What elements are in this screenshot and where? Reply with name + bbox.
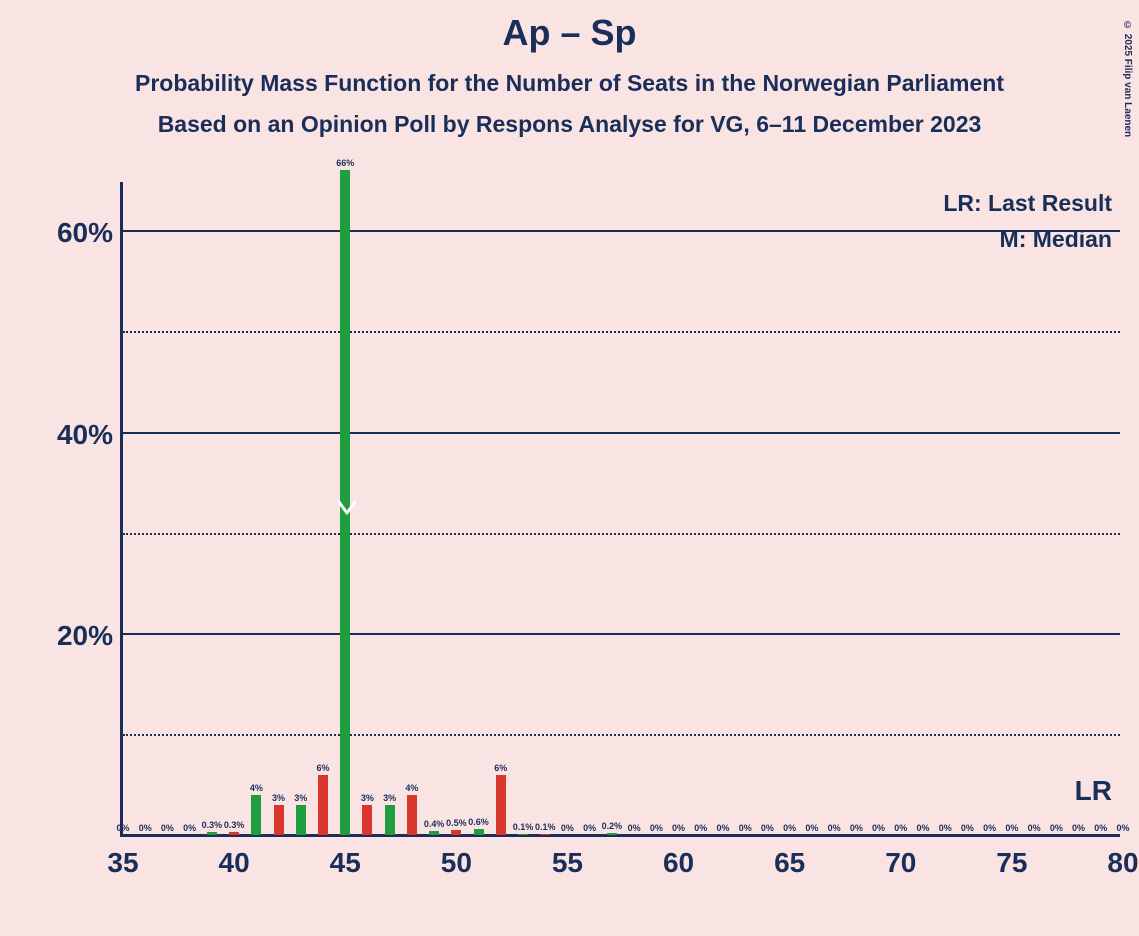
gridline-major bbox=[123, 633, 1120, 635]
bar-value-label: 0% bbox=[739, 823, 752, 835]
plot-area: LR: Last Result M: Median 20%40%60%35404… bbox=[120, 182, 1120, 837]
chart-subtitle-1: Probability Mass Function for the Number… bbox=[0, 70, 1139, 97]
bar-value-label: 0% bbox=[916, 823, 929, 835]
bar-value-label: 0.6% bbox=[468, 817, 489, 829]
chart-title: Ap – Sp bbox=[0, 12, 1139, 54]
bar-value-label: 0% bbox=[1072, 823, 1085, 835]
bar: 0.6% bbox=[474, 829, 484, 835]
bar: 0.1% bbox=[540, 834, 550, 835]
bar-value-label: 0.4% bbox=[424, 819, 445, 831]
bar-value-label: 0% bbox=[983, 823, 996, 835]
bar-value-label: 3% bbox=[361, 793, 374, 805]
bar-value-label: 0% bbox=[1005, 823, 1018, 835]
y-axis-label: 60% bbox=[57, 217, 123, 249]
bar: 66% bbox=[340, 170, 350, 835]
bar-value-label: 0% bbox=[939, 823, 952, 835]
bar-value-label: 0% bbox=[694, 823, 707, 835]
copyright-text: © 2025 Filip van Laenen bbox=[1122, 20, 1133, 137]
bar-value-label: 0.1% bbox=[513, 822, 534, 834]
bar-value-label: 0% bbox=[961, 823, 974, 835]
bar: 6% bbox=[318, 775, 328, 835]
gridline-major bbox=[123, 230, 1120, 232]
x-axis-label: 40 bbox=[219, 837, 250, 879]
bar-value-label: 0% bbox=[872, 823, 885, 835]
bar-value-label: 0% bbox=[650, 823, 663, 835]
bar-value-label: 0% bbox=[716, 823, 729, 835]
bar-value-label: 0.3% bbox=[202, 820, 223, 832]
gridline-minor bbox=[123, 331, 1120, 333]
bar-value-label: 4% bbox=[405, 783, 418, 795]
bar-value-label: 0% bbox=[805, 823, 818, 835]
chart-subtitle-2: Based on an Opinion Poll by Respons Anal… bbox=[0, 111, 1139, 138]
x-axis-label: 75 bbox=[996, 837, 1027, 879]
bar-value-label: 0% bbox=[628, 823, 641, 835]
bar: 3% bbox=[385, 805, 395, 835]
bar: 0.3% bbox=[229, 832, 239, 835]
bar-value-label: 0% bbox=[561, 823, 574, 835]
bar-value-label: 6% bbox=[316, 763, 329, 775]
x-axis-label: 70 bbox=[885, 837, 916, 879]
bar-value-label: 6% bbox=[494, 763, 507, 775]
gridline-minor bbox=[123, 734, 1120, 736]
bar: 3% bbox=[274, 805, 284, 835]
x-axis-label: 80 bbox=[1107, 837, 1138, 879]
x-axis-label: 55 bbox=[552, 837, 583, 879]
y-axis-label: 20% bbox=[57, 620, 123, 652]
bar: 4% bbox=[251, 795, 261, 835]
bar-value-label: 0.3% bbox=[224, 820, 245, 832]
bar: 0.1% bbox=[518, 834, 528, 835]
bar-value-label: 0% bbox=[139, 823, 152, 835]
bar-value-label: 0.2% bbox=[602, 821, 623, 833]
gridline-major bbox=[123, 432, 1120, 434]
x-axis-label: 50 bbox=[441, 837, 472, 879]
bar: 0.3% bbox=[207, 832, 217, 835]
bar: 3% bbox=[362, 805, 372, 835]
bar: 6% bbox=[496, 775, 506, 835]
bar-value-label: 3% bbox=[294, 793, 307, 805]
bar-value-label: 0% bbox=[761, 823, 774, 835]
bar-value-label: 0% bbox=[828, 823, 841, 835]
bar-value-label: 0% bbox=[894, 823, 907, 835]
bar: 0.4% bbox=[429, 831, 439, 835]
legend-lr: LR: Last Result bbox=[943, 190, 1112, 217]
bar: 4% bbox=[407, 795, 417, 835]
bar-value-label: 0% bbox=[583, 823, 596, 835]
bar-value-label: 0% bbox=[783, 823, 796, 835]
bar-value-label: 0% bbox=[672, 823, 685, 835]
gridline-minor bbox=[123, 533, 1120, 535]
bar-value-label: 0% bbox=[1050, 823, 1063, 835]
bar-value-label: 0% bbox=[1116, 823, 1129, 835]
bar-value-label: 0% bbox=[161, 823, 174, 835]
bar: 3% bbox=[296, 805, 306, 835]
bar-value-label: 0% bbox=[850, 823, 863, 835]
bar: 0.5% bbox=[451, 830, 461, 835]
bar-value-label: 66% bbox=[336, 158, 354, 170]
bar: 0.2% bbox=[607, 833, 617, 835]
x-axis-label: 60 bbox=[663, 837, 694, 879]
bar-value-label: 3% bbox=[383, 793, 396, 805]
bar-value-label: 4% bbox=[250, 783, 263, 795]
x-axis-label: 35 bbox=[107, 837, 138, 879]
lr-label: LR bbox=[1075, 775, 1112, 807]
x-axis-label: 65 bbox=[774, 837, 805, 879]
y-axis-label: 40% bbox=[57, 419, 123, 451]
bar-value-label: 0% bbox=[183, 823, 196, 835]
bar-value-label: 0% bbox=[116, 823, 129, 835]
bar-value-label: 0% bbox=[1094, 823, 1107, 835]
bar-value-label: 0% bbox=[1028, 823, 1041, 835]
x-axis-label: 45 bbox=[330, 837, 361, 879]
bar-value-label: 3% bbox=[272, 793, 285, 805]
bar-value-label: 0.1% bbox=[535, 822, 556, 834]
bar-value-label: 0.5% bbox=[446, 818, 467, 830]
chart-container: LR: Last Result M: Median 20%40%60%35404… bbox=[50, 182, 1120, 902]
